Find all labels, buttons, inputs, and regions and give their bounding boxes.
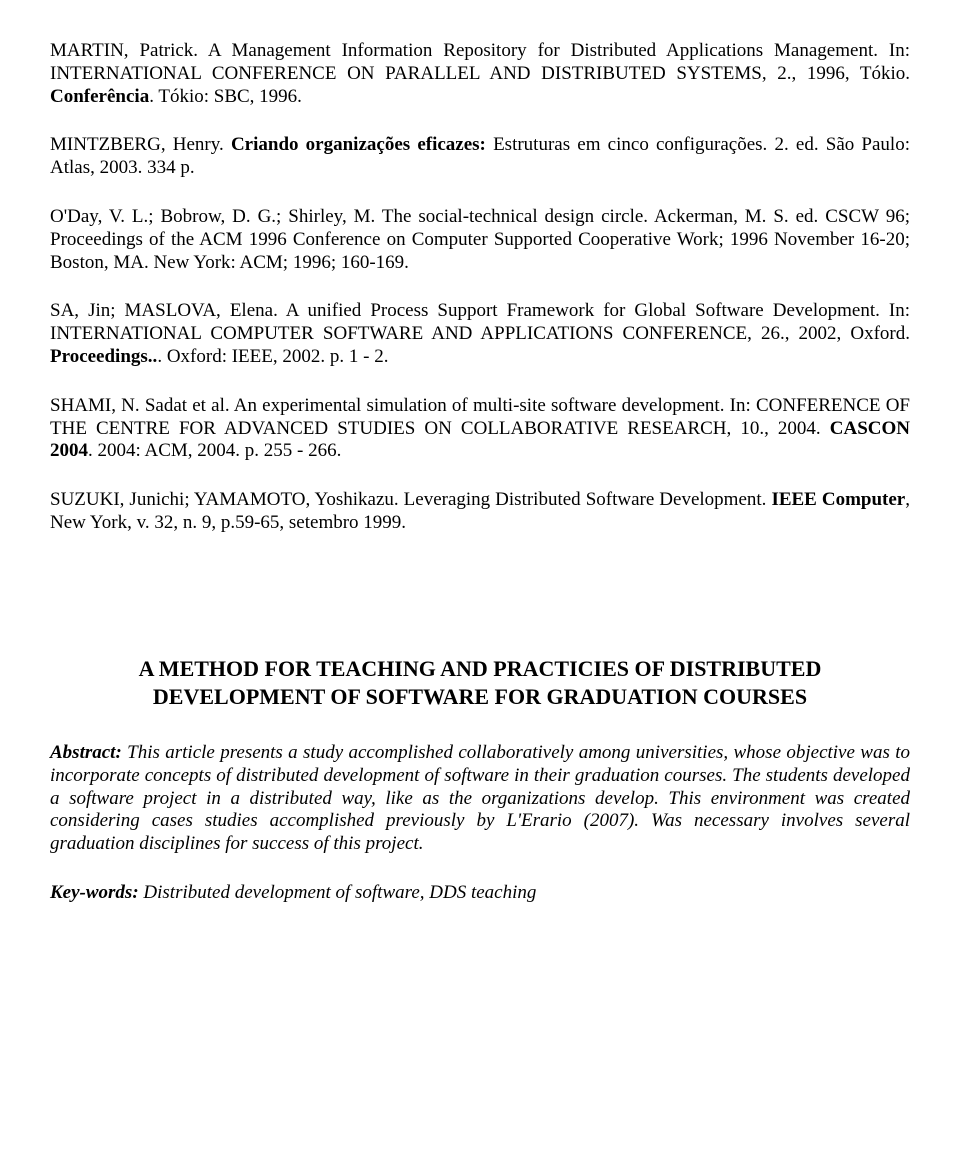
keywords-paragraph: Key-words: Distributed development of so… (50, 882, 910, 905)
reference-3: O'Day, V. L.; Bobrow, D. G.; Shirley, M.… (50, 206, 910, 274)
ref-text: MINTZBERG, Henry. (50, 134, 231, 155)
article-title: A METHOD FOR TEACHING AND PRACTICIES OF … (50, 655, 910, 712)
reference-5: SHAMI, N. Sadat et al. An experimental s… (50, 395, 910, 463)
ref-bold: Criando organizações eficazes: (231, 134, 486, 155)
ref-text: . Oxford: IEEE, 2002. p. 1 - 2. (157, 346, 388, 367)
ref-text: O'Day, V. L.; Bobrow, D. G.; Shirley, M.… (50, 206, 910, 273)
reference-4: SA, Jin; MASLOVA, Elena. A unified Proce… (50, 300, 910, 368)
ref-text: . Tókio: SBC, 1996. (149, 86, 302, 107)
ref-bold: Conferência (50, 86, 149, 107)
abstract-text: This article presents a study accomplish… (50, 742, 910, 854)
reference-6: SUZUKI, Junichi; YAMAMOTO, Yoshikazu. Le… (50, 489, 910, 535)
ref-text: SUZUKI, Junichi; YAMAMOTO, Yoshikazu. Le… (50, 489, 771, 510)
reference-2: MINTZBERG, Henry. Criando organizações e… (50, 134, 910, 180)
keywords-label: Key-words: (50, 882, 139, 903)
abstract-label: Abstract: (50, 742, 122, 763)
ref-bold: Proceedings.. (50, 346, 157, 367)
ref-text: MARTIN, Patrick. A Management Informatio… (50, 40, 910, 84)
abstract-paragraph: Abstract: This article presents a study … (50, 742, 910, 856)
ref-text: . 2004: ACM, 2004. p. 255 - 266. (88, 440, 341, 461)
ref-text: SA, Jin; MASLOVA, Elena. A unified Proce… (50, 300, 910, 344)
ref-text: SHAMI, N. Sadat et al. An experimental s… (50, 395, 910, 439)
keywords-text: Distributed development of software, DDS… (139, 882, 537, 903)
reference-1: MARTIN, Patrick. A Management Informatio… (50, 40, 910, 108)
ref-bold: IEEE Computer (771, 489, 905, 510)
